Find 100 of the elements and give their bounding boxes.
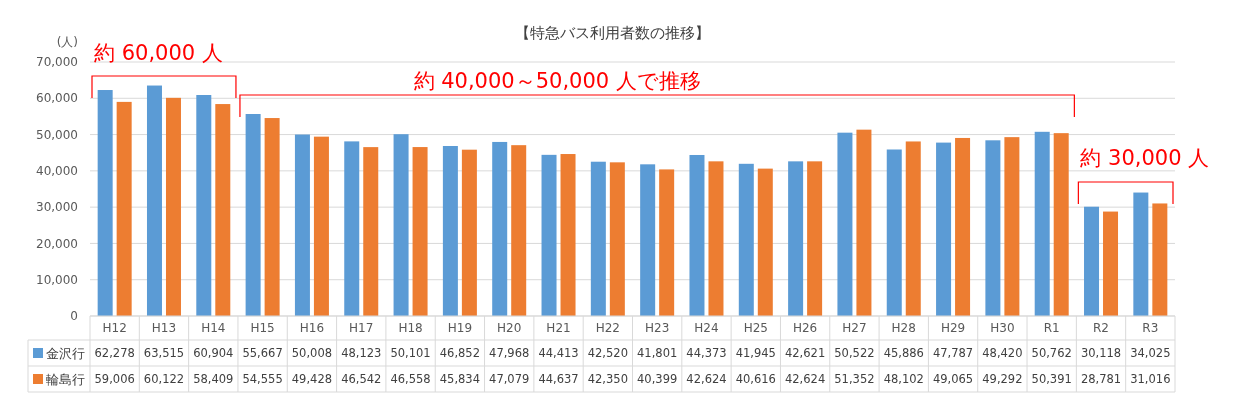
- data-label: 30,118: [1080, 346, 1122, 361]
- x-tick-label: H14: [201, 321, 226, 336]
- bar: [1133, 192, 1149, 316]
- y-tick-label: 10,000: [36, 272, 78, 287]
- data-label: 44,637: [538, 372, 579, 387]
- bar: [1103, 211, 1119, 316]
- x-tick-label: H21: [546, 321, 571, 336]
- bar: [1053, 133, 1069, 316]
- bar: [856, 129, 872, 316]
- bar: [886, 149, 902, 316]
- x-tick-label: H22: [595, 321, 620, 336]
- data-label: 31,016: [1130, 372, 1171, 387]
- data-label: 47,079: [489, 372, 530, 387]
- data-label: 62,278: [94, 346, 135, 361]
- bar: [955, 137, 971, 316]
- bar: [97, 90, 113, 316]
- bar: [344, 141, 360, 316]
- data-label: 42,621: [784, 346, 826, 361]
- data-label: 60,122: [143, 372, 185, 387]
- data-label: 40,616: [735, 372, 776, 387]
- y-tick-label: 50,000: [36, 127, 78, 142]
- x-tick-label: H16: [299, 321, 325, 336]
- x-tick-label: H27: [842, 321, 867, 336]
- bar: [560, 154, 576, 316]
- bar: [196, 95, 212, 316]
- data-label: 50,101: [390, 346, 431, 361]
- data-label: 48,123: [341, 346, 382, 361]
- bar: [461, 149, 477, 316]
- bar: [738, 163, 754, 316]
- bar: [590, 161, 606, 316]
- bar: [757, 168, 773, 316]
- bar: [689, 154, 705, 316]
- x-tick-label: H28: [891, 321, 916, 336]
- data-label: 50,008: [291, 346, 333, 361]
- data-label: 48,420: [982, 346, 1023, 361]
- data-label: 47,968: [489, 346, 530, 361]
- bar: [264, 118, 280, 316]
- bar: [294, 134, 310, 316]
- x-tick-label: H18: [398, 321, 423, 336]
- data-label: 48,102: [883, 372, 924, 387]
- data-label: 50,762: [1031, 346, 1072, 361]
- bar: [492, 141, 508, 316]
- data-label: 46,852: [439, 346, 481, 361]
- bar: [1004, 137, 1020, 316]
- data-label: 54,555: [242, 372, 283, 387]
- y-tick-label: 70,000: [36, 55, 78, 70]
- bar: [1084, 206, 1100, 316]
- data-label: 51,352: [834, 372, 875, 387]
- bar: [905, 141, 921, 316]
- bar: [313, 136, 329, 316]
- data-label: 45,886: [883, 346, 924, 361]
- data-label: 40,399: [637, 372, 678, 387]
- bar: [659, 169, 675, 316]
- data-label: 42,520: [587, 346, 628, 361]
- y-axis-title: (人): [56, 35, 78, 49]
- data-label: 44,413: [538, 346, 579, 361]
- x-tick-label: H19: [447, 321, 473, 336]
- bar: [1152, 203, 1168, 316]
- data-label: 42,624: [686, 372, 727, 387]
- data-label: 50,391: [1031, 372, 1072, 387]
- legend-label: 金沢行: [46, 345, 85, 361]
- data-label: 50,522: [834, 346, 875, 361]
- bar: [245, 114, 261, 316]
- data-label: 41,945: [735, 346, 776, 361]
- data-label: 47,787: [932, 346, 974, 361]
- x-tick-label: R1: [1043, 321, 1060, 336]
- x-tick-label: H23: [645, 321, 670, 336]
- data-label: 44,373: [686, 346, 727, 361]
- x-tick-label: H20: [497, 321, 522, 336]
- y-tick-label: 20,000: [36, 236, 78, 251]
- x-tick-label: R3: [1142, 321, 1159, 336]
- data-label: 45,834: [439, 372, 481, 387]
- data-label: 42,624: [784, 372, 826, 387]
- data-label: 63,515: [143, 346, 185, 361]
- x-tick-label: H15: [250, 321, 275, 336]
- bar: [511, 145, 527, 316]
- x-tick-label: H24: [694, 321, 719, 336]
- x-tick-label: R2: [1093, 321, 1110, 336]
- bar: [541, 154, 557, 316]
- data-label: 42,350: [587, 372, 628, 387]
- bar: [412, 147, 428, 316]
- y-tick-label: 40,000: [36, 164, 78, 179]
- y-tick-label: 60,000: [36, 91, 78, 106]
- annotation: 約 60,000 人: [94, 41, 223, 65]
- x-tick-label: H26: [792, 321, 818, 336]
- data-label: 34,025: [1130, 346, 1171, 361]
- data-label: 49,292: [982, 372, 1023, 387]
- x-tick-label: H30: [990, 321, 1015, 336]
- data-label: 41,801: [637, 346, 678, 361]
- x-tick-label: H13: [151, 321, 177, 336]
- data-label: 49,428: [291, 372, 333, 387]
- annotation: 約 40,000～50,000 人で推移: [413, 69, 701, 93]
- y-tick-label: 30,000: [36, 200, 78, 215]
- bar: [807, 161, 823, 316]
- legend-label: 輪島行: [46, 371, 85, 387]
- bar: [116, 101, 132, 316]
- bar: [1034, 131, 1050, 316]
- data-label: 46,558: [390, 372, 431, 387]
- bar: [146, 85, 162, 316]
- data-label: 58,409: [193, 372, 234, 387]
